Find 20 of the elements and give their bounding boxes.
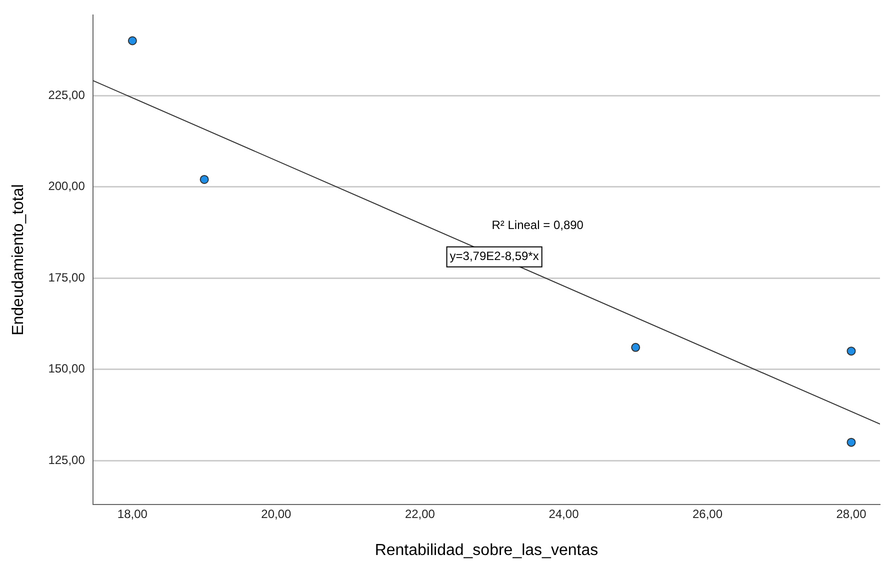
y-tick-label: 175,00 — [48, 270, 86, 284]
y-tick-label: 225,00 — [48, 88, 86, 102]
x-axis-title: Rentabilidad_sobre_las_ventas — [374, 542, 598, 559]
point — [631, 342, 640, 352]
x-tick-label: 22,00 — [404, 506, 436, 521]
annotation: y=3,79E2-8,59*x — [450, 249, 539, 264]
annotation: R² Lineal = 0,890 — [492, 218, 584, 232]
x-tick-label: 20,00 — [261, 506, 292, 521]
point — [846, 438, 856, 447]
x-tick-label: 24,00 — [548, 506, 580, 521]
point — [128, 36, 137, 46]
point — [846, 346, 856, 356]
point — [200, 174, 209, 184]
y-axis-title: Endeudamiento_total — [10, 184, 28, 336]
x-tick-label: 28,00 — [836, 506, 867, 521]
y-tick-label: 200,00 — [48, 179, 86, 194]
x-tick-label: 18,00 — [117, 506, 148, 521]
y-tick-label: 150,00 — [48, 362, 86, 376]
x-tick-label: 26,00 — [692, 506, 723, 521]
y-tick-label: 125,00 — [48, 452, 86, 467]
